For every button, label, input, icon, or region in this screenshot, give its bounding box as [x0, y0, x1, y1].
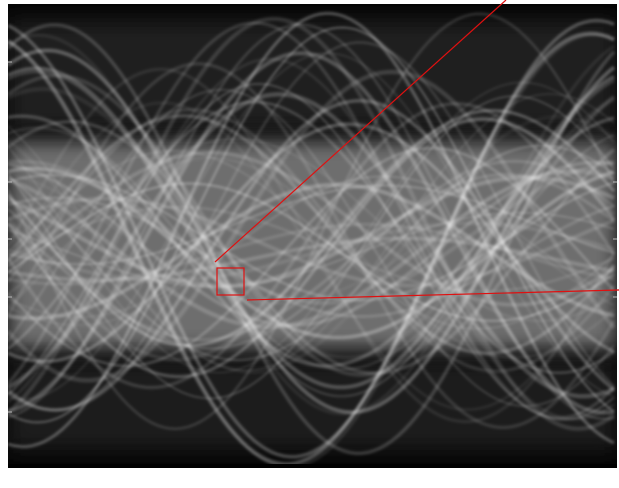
- trace: [8, 146, 616, 368]
- trace: [8, 101, 616, 390]
- trace: [8, 73, 616, 377]
- trace: [8, 70, 615, 398]
- trace: [8, 196, 615, 318]
- trace: [8, 117, 616, 379]
- bottom-edge: [8, 464, 617, 468]
- trace: [8, 66, 615, 390]
- trace: [8, 236, 615, 283]
- trace: [8, 160, 615, 328]
- image-content: [8, 11, 617, 468]
- zoom-indicator: [214, 0, 619, 301]
- axis-ticks: [8, 61, 617, 413]
- trace: [8, 12, 616, 431]
- trace: [8, 52, 615, 400]
- zoom-line: [246, 289, 619, 301]
- trace: [8, 16, 616, 431]
- trace: [8, 33, 615, 468]
- trace: [8, 114, 616, 356]
- trace: [8, 81, 615, 374]
- trace: [8, 196, 615, 288]
- trace: [8, 67, 616, 424]
- trace: [8, 61, 616, 430]
- zoom-box: [216, 267, 245, 296]
- trace: [8, 51, 615, 415]
- trace: [8, 69, 616, 383]
- trace: [8, 120, 616, 375]
- trace: [8, 11, 615, 449]
- trace: [8, 184, 615, 266]
- trace: [8, 101, 616, 412]
- sinusoid-traces: [8, 11, 616, 468]
- trace: [8, 23, 616, 456]
- zoom-line: [214, 0, 507, 263]
- trace: [8, 211, 615, 288]
- trace: [8, 31, 615, 467]
- trace: [8, 149, 615, 330]
